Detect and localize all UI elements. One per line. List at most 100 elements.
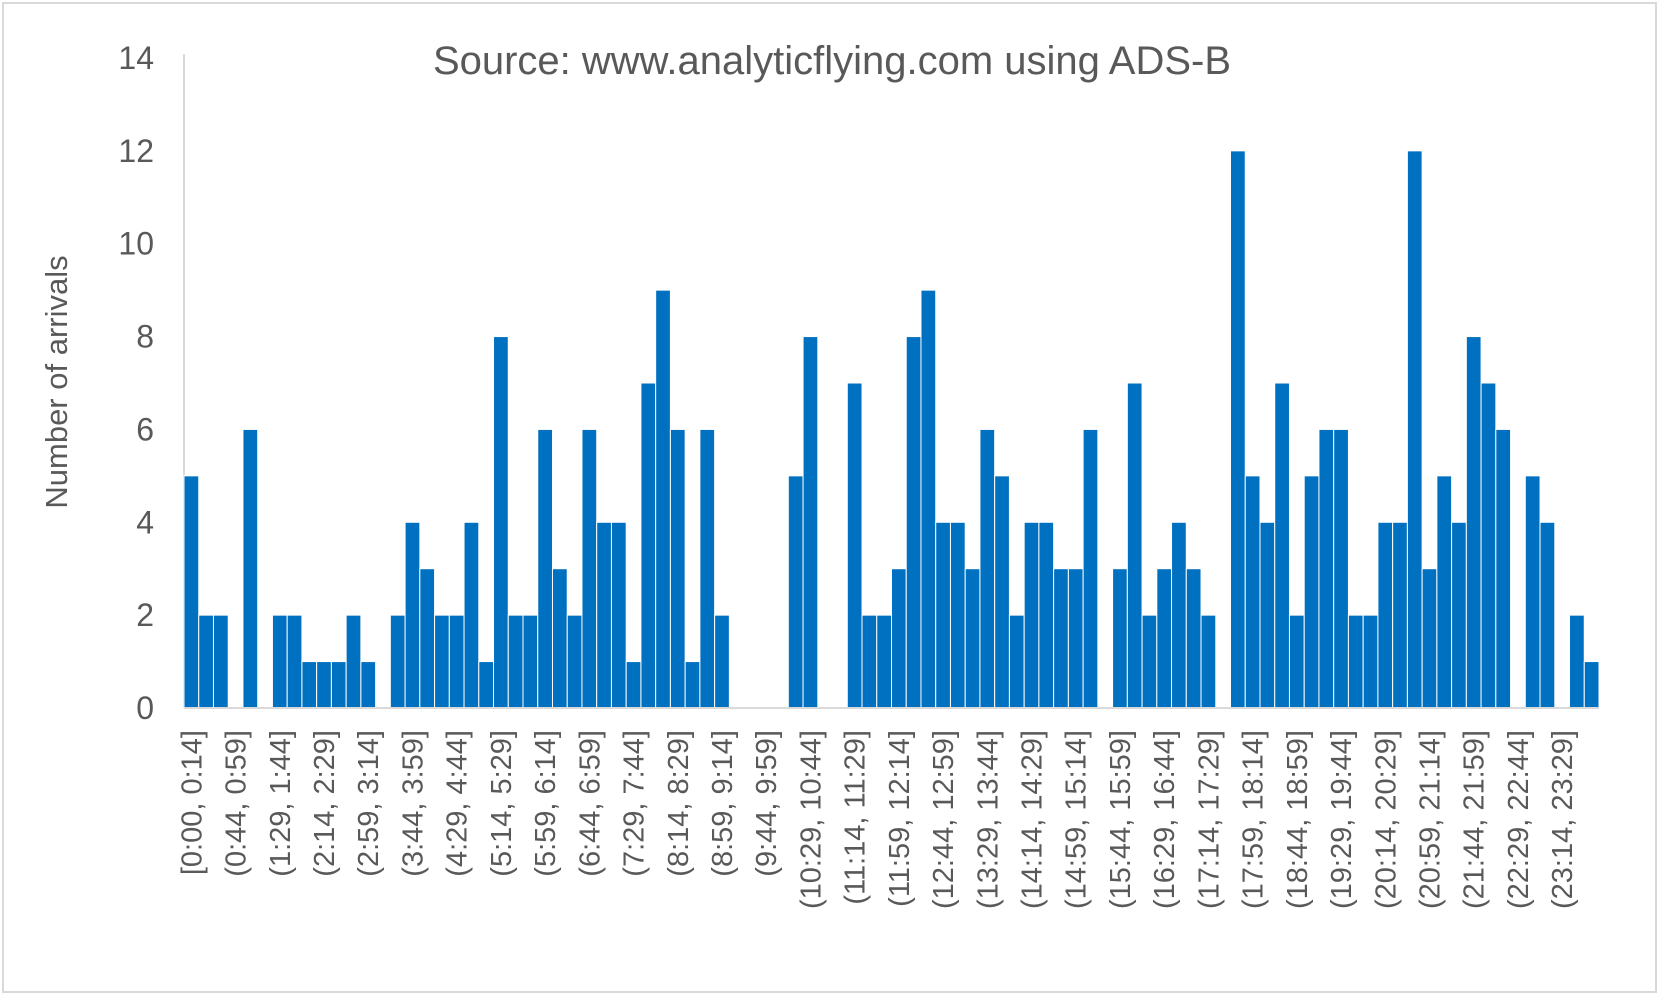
x-tick-label: (18:44, 18:59] <box>1282 730 1314 909</box>
bar <box>1200 614 1217 709</box>
x-tick-label: (2:14, 2:29] <box>309 730 341 877</box>
bar <box>1185 568 1202 709</box>
x-tick-label: (22:29, 22:44] <box>1503 730 1535 909</box>
x-tick-label: (15:44, 15:59] <box>1105 730 1137 909</box>
bar <box>1082 428 1099 709</box>
bar <box>876 614 893 709</box>
x-tick-label: (14:59, 15:14] <box>1061 730 1093 909</box>
bar <box>935 521 951 709</box>
x-tick-label: (20:59, 21:14] <box>1414 730 1446 909</box>
bar <box>1347 614 1364 709</box>
chart-title: Source: www.analyticflying.com using ADS… <box>433 39 1231 83</box>
bar <box>1583 661 1600 709</box>
bar <box>271 614 288 709</box>
bar <box>1421 568 1438 709</box>
x-tick-label: (11:14, 11:29] <box>840 730 872 905</box>
bar <box>625 661 642 709</box>
bar <box>640 382 657 709</box>
bar <box>1318 428 1335 709</box>
bar <box>1465 336 1482 709</box>
bar <box>610 521 627 709</box>
bar <box>1259 521 1276 709</box>
y-tick-label: 6 <box>136 411 154 447</box>
bar <box>345 614 362 709</box>
bar <box>891 568 907 709</box>
bar <box>1008 614 1025 709</box>
bar <box>493 336 509 709</box>
x-tick-label: (2:59, 3:14] <box>353 730 385 877</box>
bar <box>566 614 583 709</box>
x-tick-label: (9:44, 9:59] <box>751 730 783 877</box>
bar <box>404 521 421 709</box>
bar <box>1362 614 1379 709</box>
bar <box>389 614 406 709</box>
bar <box>1053 568 1069 709</box>
x-tick-label: (13:29, 13:44] <box>972 730 1004 909</box>
bar <box>1406 150 1423 709</box>
bar-chart: Source: www.analyticflying.com using ADS… <box>39 39 1600 909</box>
y-axis: 0 2 4 6 8 10 12 14 <box>118 40 185 726</box>
bar <box>537 428 553 709</box>
bar <box>1495 428 1512 709</box>
x-tick-label: (11:59, 12:14] <box>884 730 916 907</box>
x-tick-label: [0:00, 0:14] <box>176 730 208 875</box>
x-tick-label: (16:29, 16:44] <box>1149 730 1181 909</box>
x-tick-label: (4:29, 4:44] <box>442 730 474 877</box>
y-tick-label: 14 <box>118 40 154 76</box>
x-axis: [0:00, 0:14] (0:44, 0:59] (1:29, 1:44] (2:1… <box>176 707 1599 909</box>
bar <box>1480 382 1497 709</box>
bar <box>434 614 450 709</box>
bar <box>669 428 686 709</box>
bar <box>1569 614 1585 709</box>
x-tick-label: (14:14, 14:29] <box>1017 730 1049 909</box>
x-tick-label: (7:29, 7:44] <box>619 730 651 877</box>
y-axis-label: Number of arrivals <box>39 255 74 508</box>
bars <box>183 150 1600 709</box>
bar <box>1303 475 1320 709</box>
y-tick-label: 4 <box>136 504 154 540</box>
bar <box>1392 521 1408 709</box>
x-tick-label: (8:14, 8:29] <box>663 730 695 877</box>
x-tick-label: (21:44, 21:59] <box>1459 730 1491 909</box>
bar <box>861 614 878 709</box>
bar <box>1230 150 1246 709</box>
bar <box>1156 568 1173 709</box>
bar <box>1539 521 1556 709</box>
bar <box>1377 521 1394 709</box>
x-tick-label: (1:29, 1:44] <box>265 730 297 877</box>
bar <box>581 428 598 709</box>
y-tick-label: 0 <box>136 690 154 726</box>
bar <box>1141 614 1158 709</box>
bar <box>714 614 730 709</box>
x-tick-label: (0:44, 0:59] <box>221 730 253 877</box>
x-tick-label: (8:59, 9:14] <box>707 730 739 877</box>
bar <box>1451 521 1467 709</box>
bar <box>920 289 937 709</box>
x-tick-label: (6:44, 6:59] <box>574 730 606 877</box>
bar <box>551 568 568 709</box>
bar <box>463 521 480 709</box>
y-tick-label: 12 <box>118 133 154 169</box>
bar <box>1333 428 1349 709</box>
bar <box>301 661 318 709</box>
bar <box>286 614 303 709</box>
bar <box>699 428 716 709</box>
bar <box>316 661 332 709</box>
bar <box>522 614 539 709</box>
y-tick-label: 8 <box>136 319 154 355</box>
bar <box>478 661 495 709</box>
x-tick-label: (5:59, 6:14] <box>530 730 562 877</box>
bar <box>846 382 863 709</box>
bar <box>330 661 347 709</box>
x-tick-label: (5:14, 5:29] <box>486 730 518 877</box>
bar <box>949 521 966 709</box>
bar <box>212 614 229 709</box>
bar <box>1244 475 1261 709</box>
x-tick-label: (12:44, 12:59] <box>928 730 960 909</box>
bar <box>1112 568 1128 709</box>
bar <box>1274 382 1290 709</box>
bar <box>979 428 996 709</box>
bar <box>994 475 1010 709</box>
x-tick-label: (20:14, 20:29] <box>1370 730 1402 909</box>
x-tick-label: (23:14, 23:29] <box>1547 730 1579 909</box>
